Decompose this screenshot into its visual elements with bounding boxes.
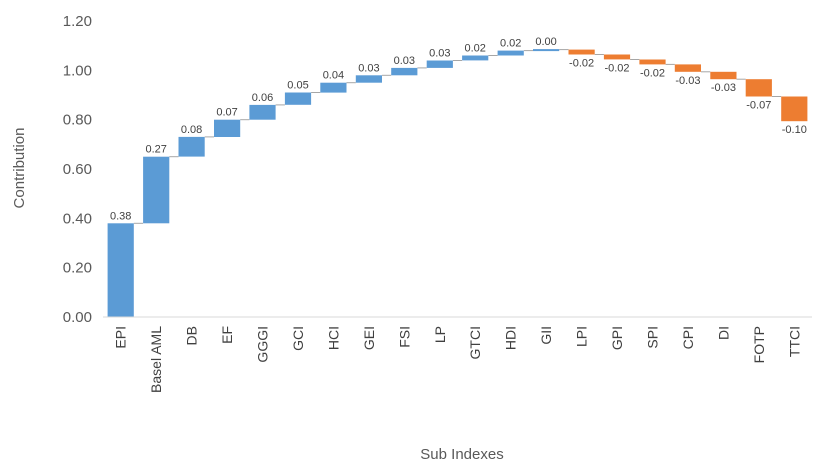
category-label: CPI [680,326,696,349]
data-label: -0.02 [640,67,665,79]
category-label: GTCI [467,326,483,359]
data-label: -0.02 [569,58,594,70]
y-tick-label: 1.20 [63,13,92,30]
connectors [133,49,782,224]
category-label: EF [219,326,235,344]
category-label: DI [715,326,731,340]
bar-spi [639,59,666,65]
data-label: 0.05 [287,80,308,92]
category-label: TTCI [786,326,802,357]
bar-hci [320,82,347,93]
data-label: 0.38 [110,210,131,222]
bar-db [178,136,205,157]
x-axis-title: Sub Indexes [420,446,503,463]
bar-epi [107,223,134,317]
category-label: GGGI [255,326,271,363]
data-label: 0.03 [429,48,450,60]
bar-gpi [603,54,631,60]
x-axis: EPI Basel AML DB EF GGGI GCI HCI GEI FSI LP GTCI HD… [103,316,812,393]
y-tick-label: 0.20 [63,260,92,277]
data-label: 0.02 [464,43,485,55]
bar-fotp [745,79,772,97]
category-label: GII [538,326,554,345]
bar-ttci [781,96,808,122]
data-label: -0.10 [782,124,807,136]
category-label: Basel AML [148,326,164,393]
y-tick-label: 0.40 [63,210,92,227]
data-label: 0.08 [181,124,202,136]
data-label: -0.02 [604,63,629,75]
bar-ef [214,119,241,137]
data-label: 0.03 [358,62,379,74]
category-label: GCI [290,326,306,351]
bar-lpi [568,49,595,55]
bar-gii [533,49,560,52]
category-label: LPI [574,326,590,347]
bars [107,49,808,317]
y-tick-label: 1.00 [63,62,92,79]
data-label: -0.07 [746,100,771,112]
category-label: GEI [361,326,377,350]
data-label: 0.06 [252,92,273,104]
category-label: HCI [325,326,341,350]
y-tick-label: 0.00 [63,309,92,326]
category-label: LP [432,326,448,343]
data-label: 0.00 [535,36,556,48]
category-label: FOTP [751,326,767,363]
data-label: 0.03 [394,55,415,67]
category-label: EPI [113,326,129,349]
bar-basel-aml [143,156,170,224]
bar-hdi [497,50,524,56]
data-label: 0.04 [323,70,344,82]
data-label: 0.27 [145,144,166,156]
bar-cpi [674,64,701,72]
data-label: 0.02 [500,38,521,50]
y-tick-label: 0.80 [63,112,92,129]
data-label: 0.07 [216,107,237,119]
category-label: HDI [503,326,519,350]
category-label: GPI [609,326,625,350]
data-labels: 0.38 0.27 0.08 0.07 0.06 0.05 0.04 0.03 0.03 0.03… [110,36,807,222]
bar-gtci [462,55,489,61]
y-axis-title: Contribution [11,128,28,209]
bar-di [710,71,737,80]
category-label: FSI [396,326,412,348]
category-label: DB [184,326,200,345]
bar-gggi [249,104,276,120]
y-tick-label: 0.60 [63,161,92,178]
bar-gci [284,92,312,105]
bar-gei [355,75,382,83]
y-axis: 0.00 0.20 0.40 0.60 0.80 1.00 1.20 [63,13,92,326]
data-label: -0.03 [711,82,736,94]
category-label: SPI [645,326,661,349]
bar-fsi [391,67,418,76]
bar-lp [426,60,453,68]
data-label: -0.03 [675,75,700,87]
